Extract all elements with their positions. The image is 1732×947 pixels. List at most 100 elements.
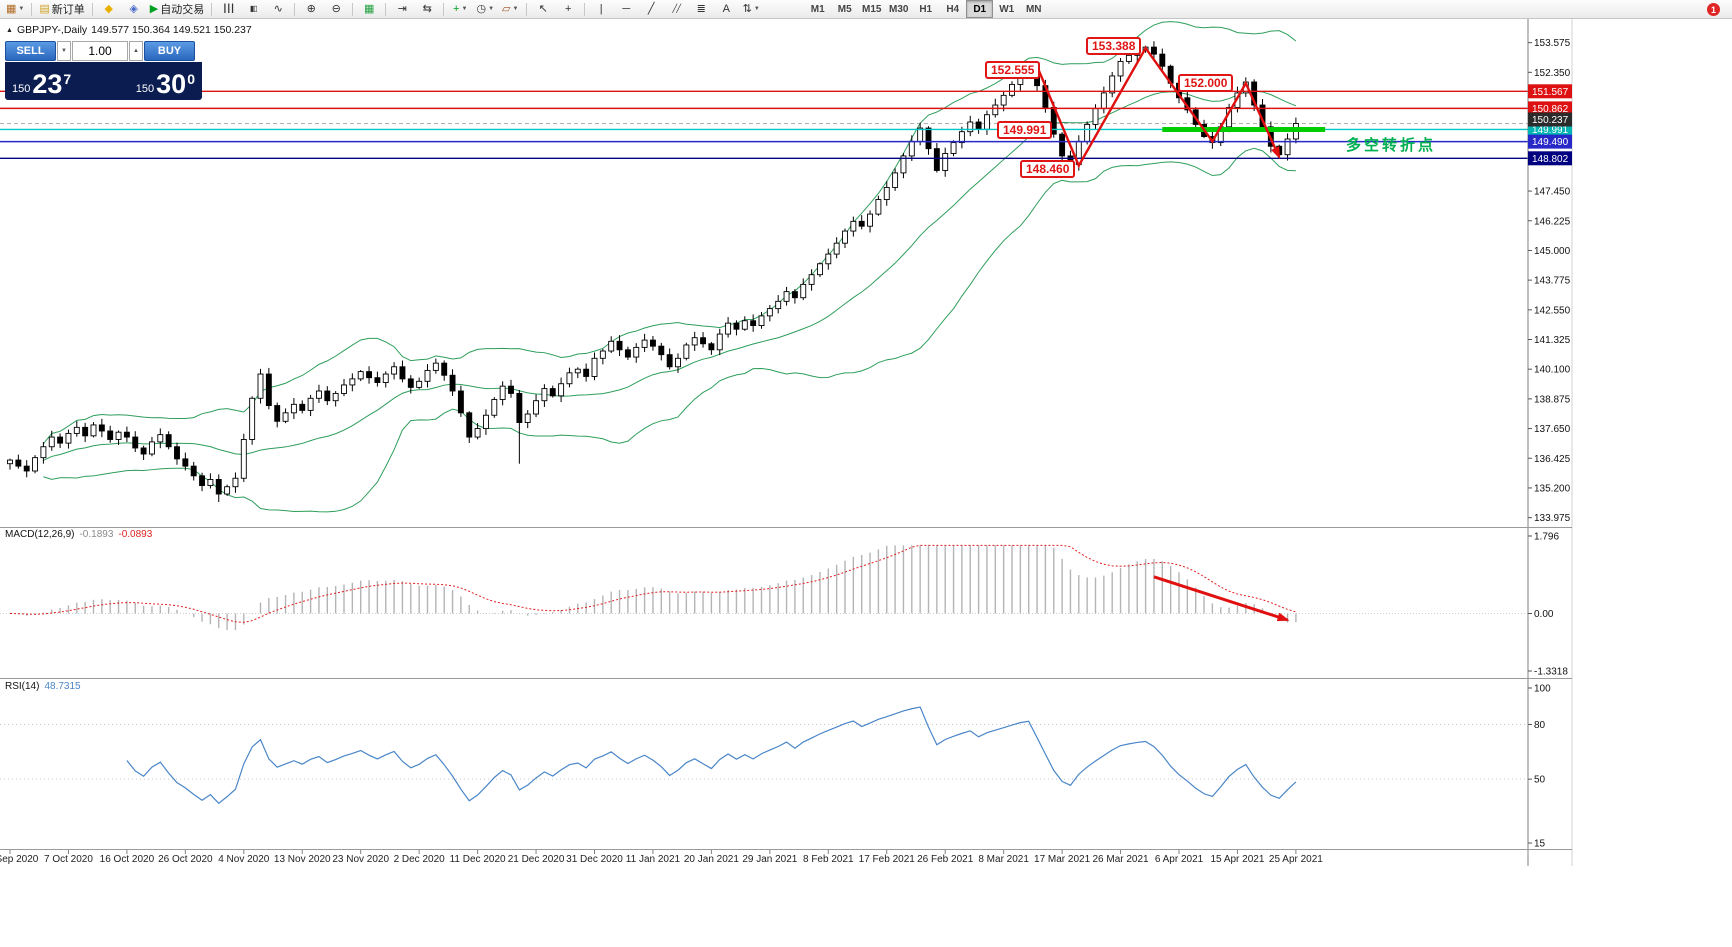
- chart-symbol-header: ▲ GBPJPY-,Daily 149.577 150.364 149.521 …: [6, 24, 252, 36]
- new-order-icon: ▤: [39, 2, 50, 15]
- svg-text:8 Feb 2021: 8 Feb 2021: [803, 854, 854, 865]
- bar-chart-button[interactable]: ┃┃┃: [216, 0, 240, 18]
- price-callout[interactable]: 148.460: [1020, 160, 1076, 178]
- one-click-trade-panel: SELL ▼ ▲ BUY 150 23 7 150 30 0: [5, 41, 202, 100]
- zoom-out-button[interactable]: ⊖: [324, 0, 348, 18]
- toolbar-separator: [294, 2, 296, 16]
- new-chart-button[interactable]: ▦ ▼: [3, 0, 27, 18]
- sell-button[interactable]: SELL: [5, 41, 56, 61]
- chart-shift-button[interactable]: ⇆: [415, 0, 439, 18]
- macd-name: MACD(12,26,9): [5, 529, 75, 540]
- fibonacci-button[interactable]: ≣: [689, 0, 713, 18]
- arrows-button[interactable]: ⇅ ▼: [739, 0, 763, 18]
- bar-chart-icon: ┃┃┃: [222, 4, 235, 13]
- horizontal-line-button[interactable]: ─: [614, 0, 638, 18]
- new-order-button[interactable]: ▤ 新订单: [36, 0, 87, 18]
- symbol-period-label: GBPJPY-,Daily: [16, 24, 88, 36]
- trendline-button[interactable]: ╱: [639, 0, 663, 18]
- volume-increase-button[interactable]: ▲: [129, 41, 143, 61]
- zoom-in-button[interactable]: ⊕: [299, 0, 323, 18]
- notification-badge[interactable]: 1: [1707, 3, 1720, 16]
- vertical-line-icon: |: [599, 2, 603, 15]
- chart-shift-icon: ⇆: [422, 2, 432, 15]
- chevron-down-icon: ▼: [61, 48, 67, 54]
- rsi-value: 48.7315: [44, 681, 81, 692]
- new-chart-icon: ▦: [6, 2, 17, 15]
- rsi-indicator-label: RSI(14) 48.7315: [5, 681, 81, 692]
- timeframe-h1[interactable]: H1: [919, 3, 933, 15]
- vertical-line-button[interactable]: |: [589, 0, 613, 18]
- svg-text:26 Oct 2020: 26 Oct 2020: [158, 854, 213, 865]
- svg-text:17 Feb 2021: 17 Feb 2021: [859, 854, 916, 865]
- periods-button[interactable]: ◷ ▼: [473, 0, 497, 18]
- navigator-button[interactable]: ◈: [122, 0, 146, 18]
- svg-text:31 Dec 2020: 31 Dec 2020: [566, 854, 623, 865]
- svg-text:2 Dec 2020: 2 Dec 2020: [394, 854, 446, 865]
- line-chart-icon: ∿: [273, 2, 283, 15]
- toolbar-separator: [526, 2, 528, 16]
- turning-point-annotation: 多空转折点: [1346, 136, 1437, 154]
- crosshair-icon: +: [565, 2, 572, 15]
- line-chart-button[interactable]: ∿: [266, 0, 290, 18]
- autotrade-label: 自动交易: [160, 4, 205, 16]
- indicators-button[interactable]: + ▼: [448, 0, 472, 18]
- timeframe-w1[interactable]: W1: [999, 3, 1015, 15]
- timeframe-m15[interactable]: M15: [862, 3, 882, 15]
- volume-input[interactable]: [72, 41, 128, 61]
- price-callout[interactable]: 152.000: [1178, 74, 1234, 92]
- toolbar-separator: [31, 2, 33, 16]
- svg-text:7 Oct 2020: 7 Oct 2020: [44, 854, 93, 865]
- svg-text:150.862: 150.862: [1532, 104, 1569, 115]
- buy-price: 150 30 0: [136, 71, 195, 98]
- sell-price-sup: 7: [63, 71, 72, 87]
- buy-price-sup: 0: [187, 71, 195, 87]
- market-watch-button[interactable]: ◆: [97, 0, 121, 18]
- price-callout[interactable]: 149.991: [997, 121, 1053, 139]
- svg-text:138.875: 138.875: [1534, 394, 1571, 405]
- tile-windows-icon: ▦: [364, 2, 375, 15]
- buy-price-prefix: 150: [135, 83, 155, 95]
- one-click-toggle-icon[interactable]: ▲: [6, 26, 13, 34]
- timeframe-m5[interactable]: M5: [837, 3, 852, 15]
- svg-text:153.575: 153.575: [1534, 38, 1571, 49]
- timeframe-mn[interactable]: MN: [1025, 3, 1042, 15]
- crosshair-button[interactable]: +: [556, 0, 580, 18]
- timeframe-m30[interactable]: M30: [889, 3, 909, 15]
- sell-price-big: 23: [32, 69, 63, 99]
- svg-text:50: 50: [1534, 775, 1546, 786]
- svg-text:8 Mar 2021: 8 Mar 2021: [978, 854, 1029, 865]
- auto-scroll-button[interactable]: ⇥: [390, 0, 414, 18]
- timeframe-d1[interactable]: D1: [966, 0, 994, 18]
- rsi-name: RSI(14): [5, 681, 40, 692]
- candlestick-chart-button[interactable]: ▮▯: [241, 0, 265, 18]
- svg-text:143.775: 143.775: [1534, 276, 1571, 287]
- svg-text:142.550: 142.550: [1534, 305, 1571, 316]
- svg-text:150.237: 150.237: [1532, 115, 1569, 126]
- templates-button[interactable]: ▱ ▼: [498, 0, 522, 18]
- timeframe-h4[interactable]: H4: [946, 3, 960, 15]
- svg-text:4 Nov 2020: 4 Nov 2020: [218, 854, 270, 865]
- buy-button[interactable]: BUY: [144, 41, 195, 61]
- macd-main-value: -0.1893: [79, 529, 114, 540]
- price-callout[interactable]: 153.388: [1086, 37, 1142, 55]
- cursor-button[interactable]: ↖: [531, 0, 555, 18]
- equidistant-channel-button[interactable]: ╱╱: [664, 0, 688, 18]
- sell-price: 150 23 7: [12, 71, 71, 98]
- autotrade-button[interactable]: ▶ 自动交易: [147, 0, 207, 18]
- market-watch-icon: ◆: [104, 2, 113, 15]
- svg-text:145.000: 145.000: [1534, 246, 1571, 257]
- toolbar-separator: [443, 2, 445, 16]
- timeframe-m1[interactable]: M1: [810, 3, 825, 15]
- templates-icon: ▱: [502, 2, 511, 15]
- macd-indicator-label: MACD(12,26,9) -0.1893 -0.0893: [5, 529, 152, 540]
- volume-decrease-button[interactable]: ▼: [57, 41, 71, 61]
- chevron-down-icon: ▼: [512, 6, 519, 12]
- text-button[interactable]: A: [714, 0, 738, 18]
- tile-windows-button[interactable]: ▦: [357, 0, 381, 18]
- toolbar-separator: [584, 2, 586, 16]
- svg-text:-1.3318: -1.3318: [1534, 667, 1568, 678]
- zoom-out-icon: ⊖: [331, 2, 341, 15]
- price-callout[interactable]: 152.555: [985, 61, 1041, 79]
- trendline-icon: ╱: [647, 2, 655, 15]
